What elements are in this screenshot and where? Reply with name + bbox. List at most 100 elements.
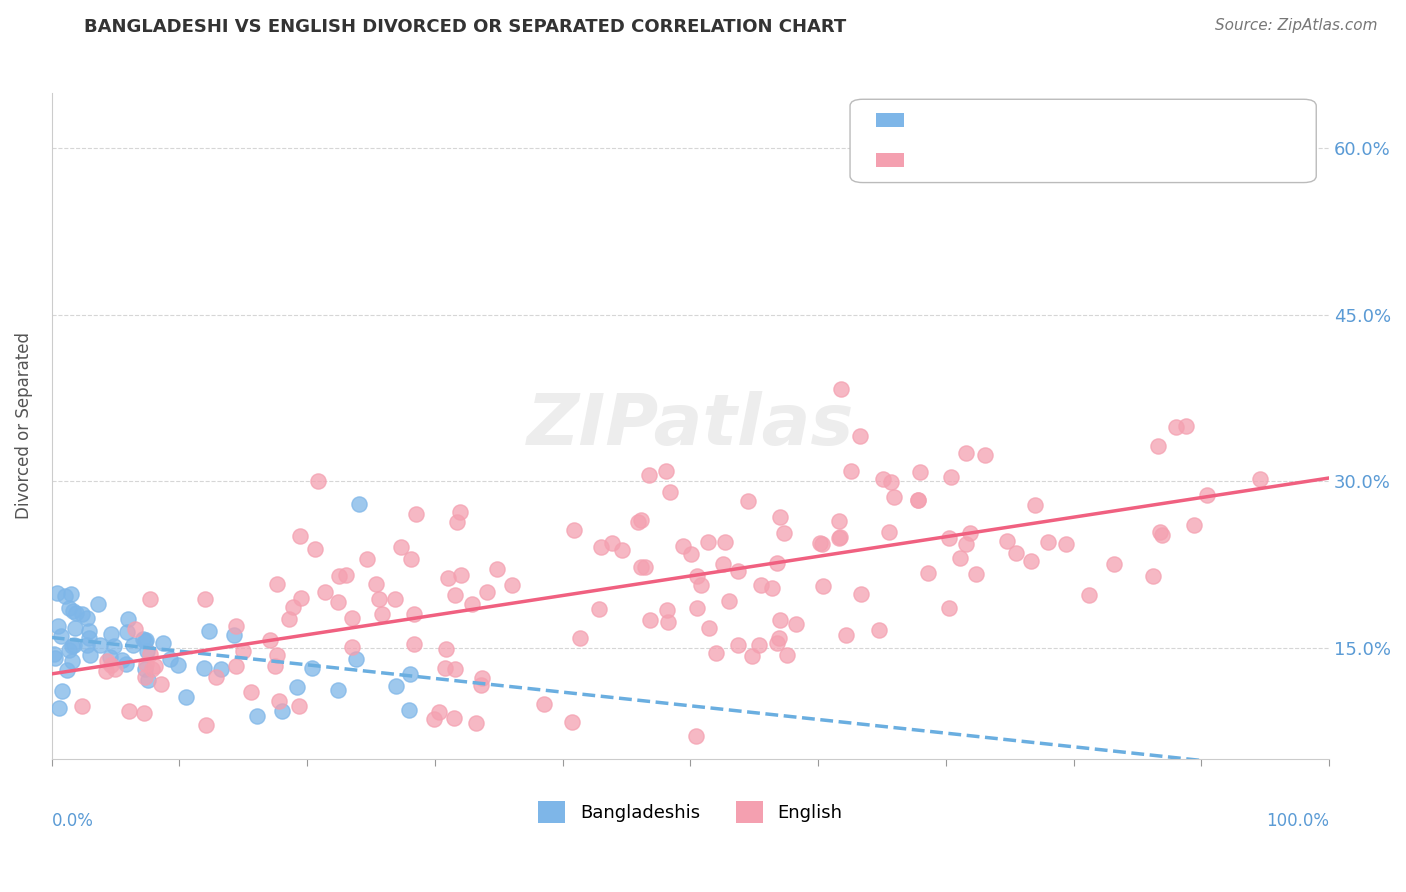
Point (765, 636, 787, 650)
Text: R =  0.425   N = 160: R = 0.425 N = 160 (914, 162, 1101, 180)
Point (995, 534, 1018, 549)
Point (955, 445, 977, 459)
Point (135, 633, 157, 648)
Point (117, 612, 139, 626)
Point (405, 507, 427, 521)
Point (938, 531, 960, 545)
Point (1175, 419, 1198, 434)
Point (704, 647, 727, 661)
Point (427, 705, 450, 719)
Point (159, 652, 181, 666)
Point (637, 467, 659, 482)
Point (657, 603, 679, 617)
Point (290, 591, 312, 606)
Point (434, 642, 457, 657)
Point (77, 624, 100, 639)
Point (443, 589, 465, 603)
Point (879, 475, 901, 489)
Point (679, 547, 702, 561)
Point (364, 577, 387, 591)
Point (44, 650, 66, 665)
Point (1005, 546, 1028, 560)
Point (671, 539, 693, 553)
Point (828, 531, 851, 545)
Point (658, 485, 681, 500)
Point (135, 657, 157, 672)
Point (145, 659, 167, 673)
Point (134, 662, 156, 676)
Point (118, 704, 141, 718)
Point (444, 662, 467, 676)
Point (51, 684, 73, 698)
Point (56, 663, 79, 677)
Point (689, 577, 711, 591)
Point (266, 648, 288, 663)
Point (288, 529, 311, 543)
Point (727, 564, 749, 578)
Point (849, 429, 872, 443)
Point (630, 513, 652, 527)
Point (114, 657, 136, 671)
Point (224, 627, 246, 641)
Point (713, 557, 735, 571)
Point (697, 535, 720, 549)
Point (533, 697, 555, 711)
Point (872, 472, 894, 486)
Point (152, 636, 174, 650)
Point (121, 638, 143, 652)
Point (443, 711, 465, 725)
Point (569, 631, 592, 645)
Point (195, 717, 218, 731)
Point (45, 585, 67, 599)
Point (434, 661, 457, 675)
Point (808, 535, 831, 549)
Text: R = -0.180   N =  58: R = -0.180 N = 58 (914, 122, 1097, 141)
Point (263, 659, 285, 673)
Point (389, 540, 412, 554)
Point (65, 606, 87, 620)
Point (267, 694, 290, 708)
Point (270, 704, 292, 718)
Point (1146, 439, 1168, 453)
Point (246, 708, 269, 723)
Point (72, 607, 94, 621)
Point (277, 612, 299, 626)
Point (104, 662, 127, 676)
Point (314, 585, 336, 599)
Point (938, 601, 960, 615)
Point (1150, 528, 1173, 542)
Point (612, 543, 634, 558)
Point (239, 685, 262, 699)
Point (686, 569, 709, 583)
Text: BANGLADESHI VS ENGLISH DIVORCED OR SEPARATED CORRELATION CHART: BANGLADESHI VS ENGLISH DIVORCED OR SEPAR… (84, 18, 846, 36)
Point (851, 587, 873, 601)
Point (136, 643, 159, 657)
Point (741, 648, 763, 663)
Point (446, 515, 468, 529)
Point (198, 624, 221, 639)
Point (304, 542, 326, 557)
Point (685, 729, 707, 743)
Point (768, 632, 790, 646)
Point (1102, 557, 1125, 571)
Point (100, 627, 122, 641)
Point (404, 637, 426, 651)
Point (714, 535, 737, 549)
Point (749, 578, 772, 592)
Point (1149, 525, 1171, 540)
Point (785, 616, 807, 631)
Point (399, 551, 422, 566)
Point (328, 595, 350, 609)
Point (340, 611, 363, 625)
Point (132, 706, 155, 721)
Point (485, 562, 508, 576)
Point (283, 599, 305, 614)
Point (437, 571, 460, 585)
Point (134, 634, 156, 648)
Point (89, 638, 111, 652)
Point (1077, 588, 1099, 602)
Point (63, 621, 86, 635)
Point (776, 648, 799, 662)
Point (830, 382, 852, 396)
Point (225, 659, 247, 673)
